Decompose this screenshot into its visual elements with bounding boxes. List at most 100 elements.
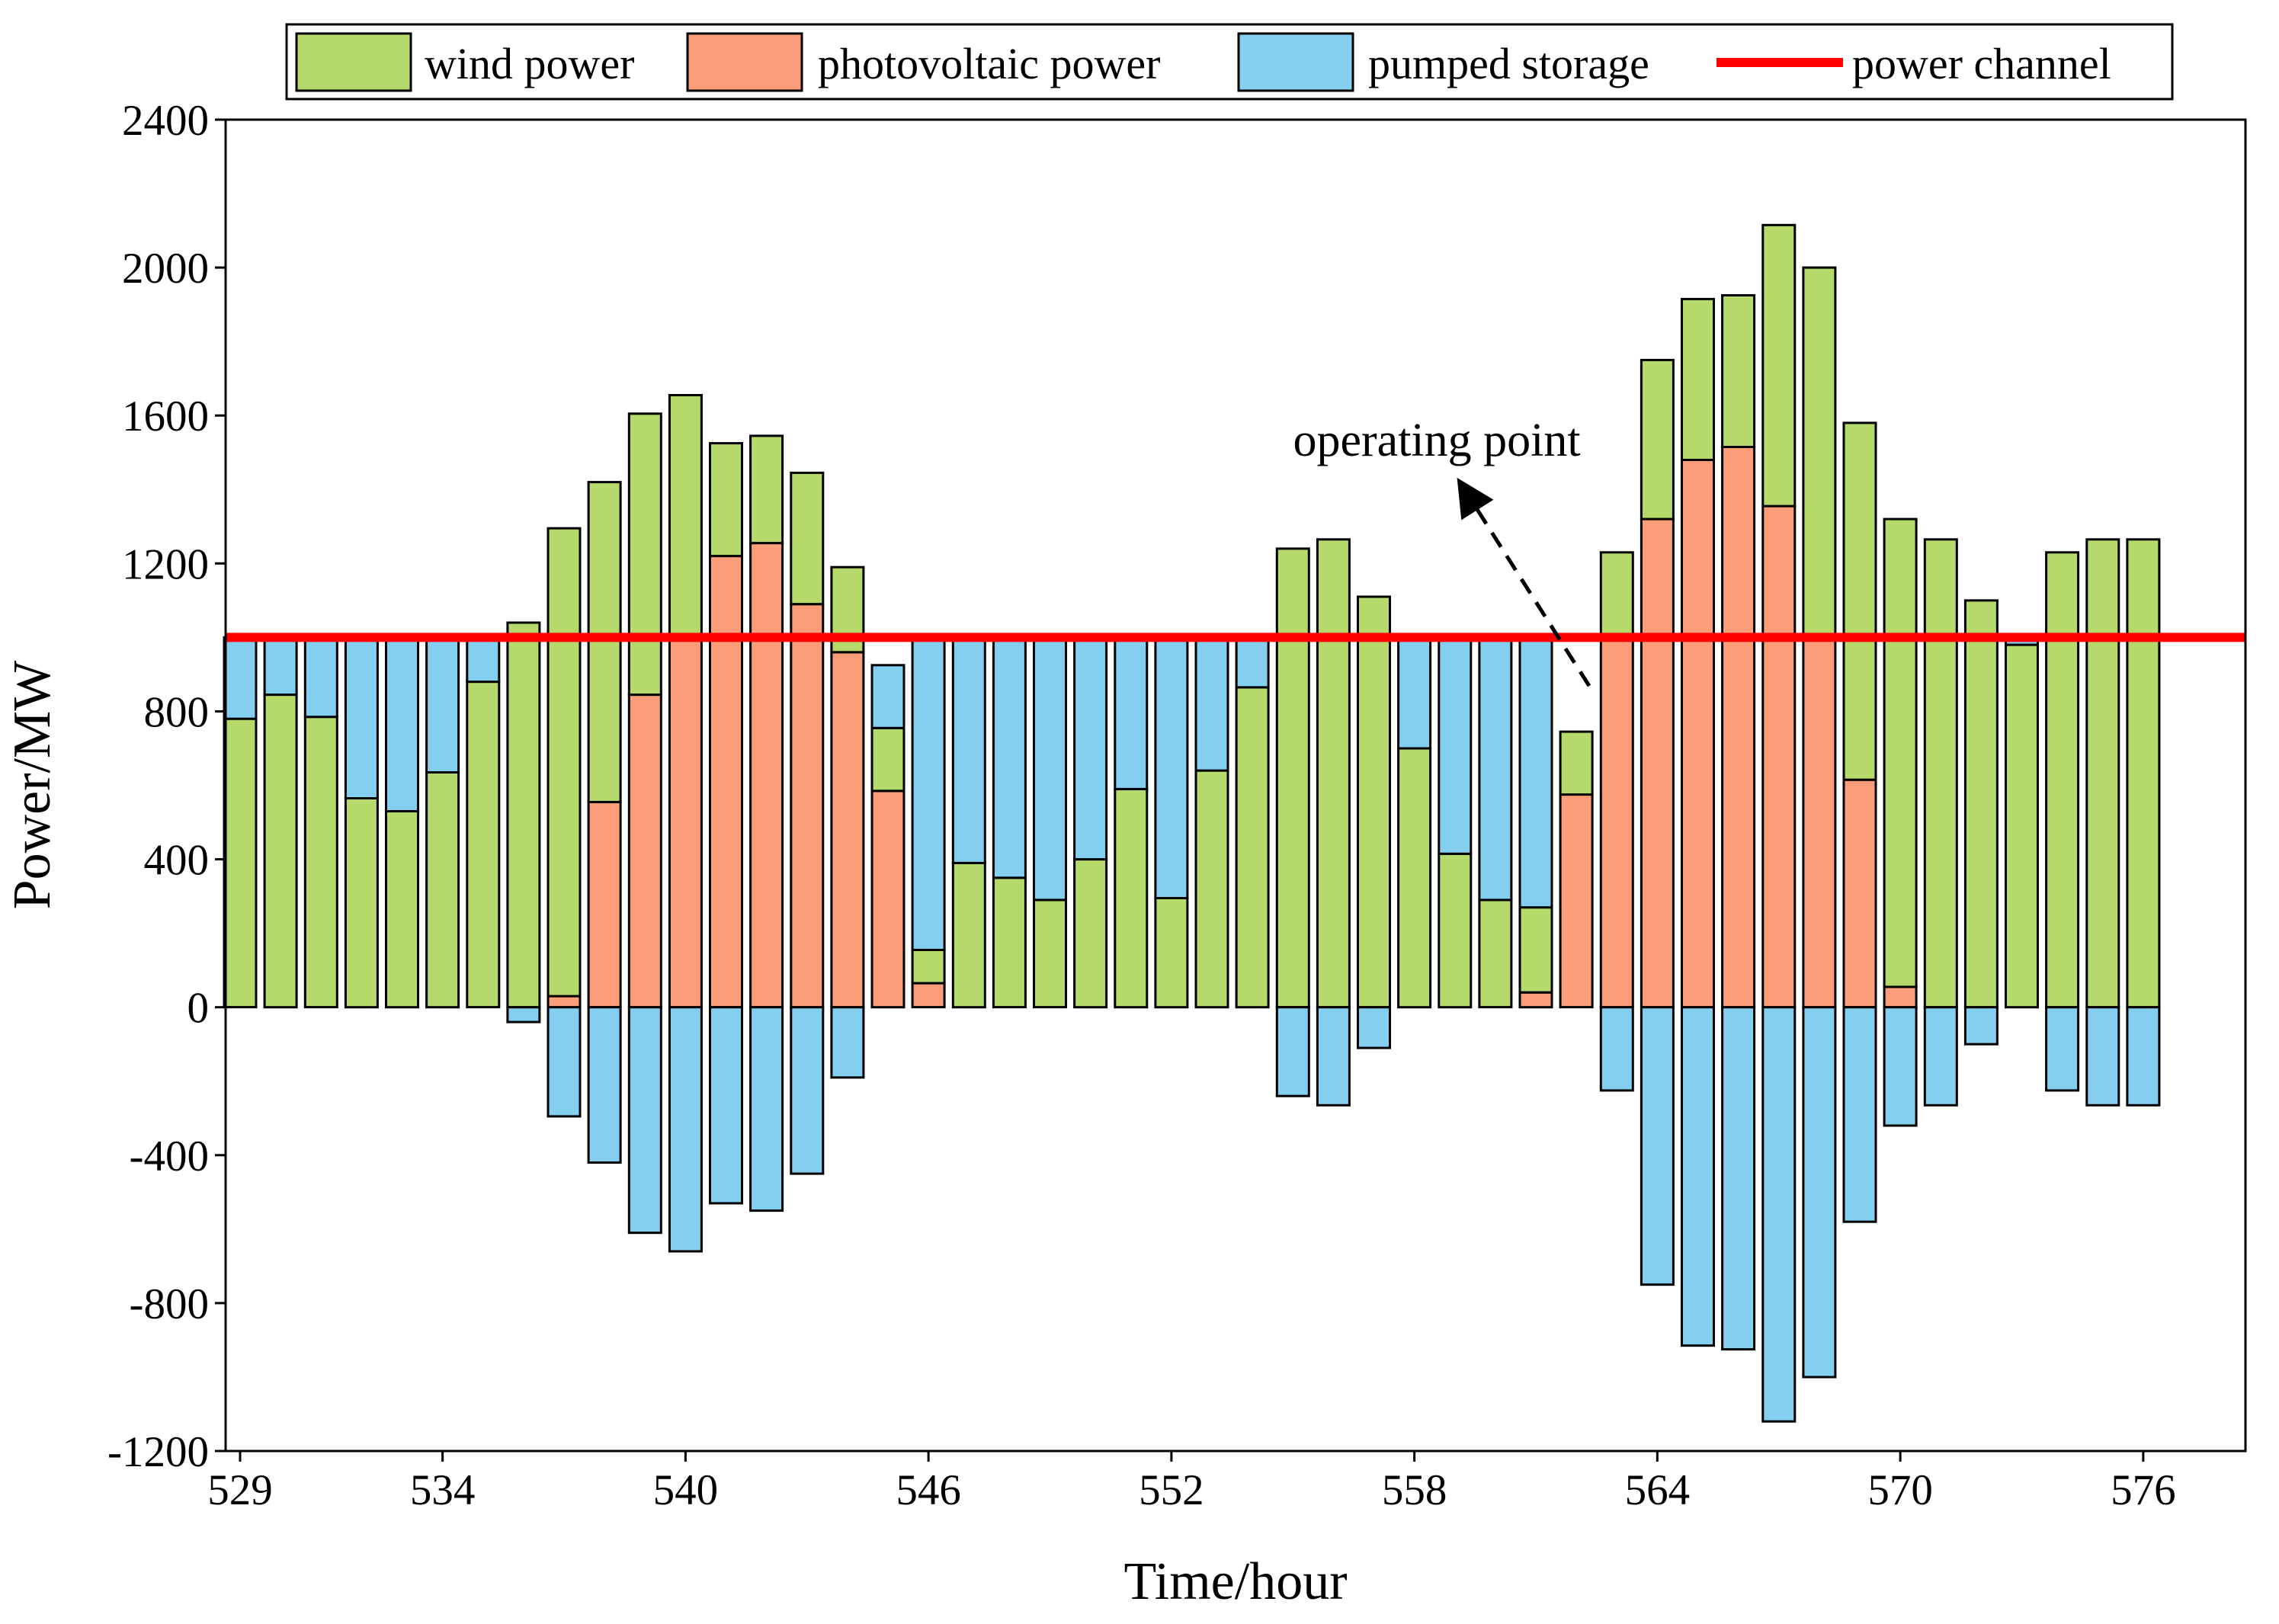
wind-power-bar <box>1802 266 1837 639</box>
wind-power-bar <box>749 434 784 545</box>
pumped-storage-bar <box>668 1006 703 1253</box>
pumped-storage-bar <box>506 1006 541 1023</box>
photovoltaic-power-bar <box>749 542 784 1009</box>
pumped-storage-bar <box>1883 1006 1918 1127</box>
wind-power-bar <box>1073 858 1108 1009</box>
legend-frame <box>285 23 2174 101</box>
pumped-storage-bar <box>951 636 986 864</box>
wind-power-bar <box>992 876 1027 1009</box>
photovoltaic-power-bar <box>587 800 622 1009</box>
pumped-storage-bar <box>1599 1006 1634 1092</box>
photovoltaic-power-bar <box>1883 985 1918 1009</box>
y-tick-label: -400 <box>130 1132 209 1180</box>
wind-power-bar <box>1316 538 1351 1009</box>
wind-power-bar <box>870 726 906 793</box>
wind-power-bar <box>303 716 338 1009</box>
pumped-storage-bar <box>1397 636 1432 750</box>
wind-power-bar <box>1194 769 1229 1009</box>
pumped-storage-bar <box>466 636 501 684</box>
x-tick-label: 558 <box>1382 1466 1447 1514</box>
photovoltaic-power-bar <box>1599 636 1634 1009</box>
pumped-storage-bar <box>1275 1006 1310 1097</box>
wind-power-bar <box>1275 547 1310 1009</box>
wind-power-bar <box>1923 538 1958 1009</box>
pumped-storage-bar <box>1114 636 1149 790</box>
wind-power-bar <box>1842 421 1877 781</box>
pumped-storage-bar <box>1518 636 1553 909</box>
x-tick-label: 552 <box>1139 1466 1204 1514</box>
pumped-storage-bar <box>263 636 298 697</box>
pumped-storage-bar <box>1235 636 1270 689</box>
x-tick-label: 540 <box>653 1466 719 1514</box>
pumped-storage-bar <box>1963 1006 1999 1046</box>
pumped-storage-bar <box>1154 636 1189 900</box>
wind-power-bar <box>2005 643 2039 1009</box>
y-tick-label: 1200 <box>122 540 209 588</box>
pumped-storage-bar <box>547 1006 582 1118</box>
pumped-storage-bar <box>1194 636 1229 772</box>
pumped-storage-bar <box>627 1006 662 1235</box>
pumped-storage-bar <box>1640 1006 1675 1286</box>
y-axis: -1200 -800 -400 0 400 800 1200 1600 2000 2400 <box>107 97 226 1476</box>
wind-power-bar <box>223 717 258 1009</box>
wind-power-bar <box>1963 599 1999 1009</box>
wind-power-bar <box>466 681 501 1009</box>
wind-power-bar <box>627 412 662 697</box>
annotation-text: operating point <box>1293 415 1580 466</box>
pumped-storage-bar <box>830 1006 865 1079</box>
legend-label-pumped-storage: pumped storage <box>1368 39 1649 88</box>
photovoltaic-power-bar <box>1802 636 1837 1009</box>
pumped-storage-bar <box>425 636 460 774</box>
x-tick-label: 576 <box>2111 1466 2176 1514</box>
wind-power-bar <box>344 797 379 1009</box>
legend: wind power photovoltaic power pumped sto… <box>285 23 2174 101</box>
pumped-storage-bar <box>709 1006 743 1205</box>
wind-power-bar <box>385 810 419 1009</box>
wind-power-bar <box>1599 551 1634 639</box>
photovoltaic-power-bar <box>668 636 703 1009</box>
wind-power-bar <box>506 621 541 1009</box>
wind-power-bar <box>1883 517 1918 988</box>
wind-power-bar <box>2045 551 2080 1009</box>
wind-power-bar <box>790 471 825 606</box>
photovoltaic-power-bar <box>627 693 662 1009</box>
photovoltaic-power-bar <box>830 651 865 1009</box>
pumped-storage-bar <box>870 664 906 729</box>
pumped-storage-bar <box>2085 1006 2120 1107</box>
wind-power-bar <box>1357 595 1391 1009</box>
wind-power-bar <box>1559 730 1594 796</box>
pumped-storage-bar <box>749 1006 784 1212</box>
pumped-storage-bar <box>1316 1006 1351 1107</box>
pumped-storage-bar <box>344 636 379 800</box>
legend-swatch-photovoltaic-power <box>686 32 803 92</box>
y-tick-label: 0 <box>188 985 210 1033</box>
pumped-storage-bar <box>587 1006 622 1164</box>
legend-label-photovoltaic-power: photovoltaic power <box>818 39 1160 88</box>
pumped-storage-bar <box>911 636 946 952</box>
photovoltaic-power-bar <box>709 555 743 1009</box>
pumped-storage-bar <box>1438 636 1473 855</box>
y-tick-label: 1600 <box>122 392 209 440</box>
wind-power-bar <box>587 481 622 803</box>
y-axis-title: Power/MW <box>3 661 62 910</box>
x-tick-label: 546 <box>896 1466 961 1514</box>
plot-area <box>224 118 2247 1453</box>
wind-power-bar <box>2085 538 2120 1009</box>
pumped-storage-bar <box>1478 636 1513 902</box>
wind-power-bar <box>951 861 986 1009</box>
wind-power-bar <box>709 442 743 558</box>
annotation-arrow <box>1457 477 1591 687</box>
photovoltaic-power-bar <box>1761 504 1797 1009</box>
y-tick-label: 400 <box>144 837 210 885</box>
legend-label-power-channel: power channel <box>1852 39 2111 88</box>
wind-power-bar <box>1640 358 1675 521</box>
wind-power-bar <box>1033 898 1067 1009</box>
pumped-storage-bar <box>1842 1006 1877 1223</box>
y-tick-label: 800 <box>144 688 210 736</box>
x-axis-title: Time/hour <box>1123 1552 1347 1611</box>
wind-power-bar <box>425 771 460 1009</box>
wind-power-bar <box>2126 538 2161 1009</box>
wind-power-bar <box>1438 852 1473 1009</box>
pumped-storage-bar <box>1681 1006 1715 1347</box>
